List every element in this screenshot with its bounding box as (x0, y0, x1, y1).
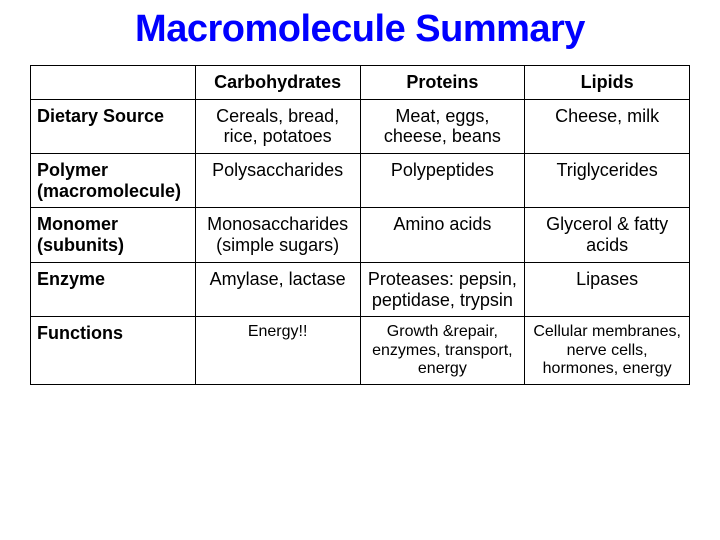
cell: Triglycerides (525, 154, 690, 208)
cell: Energy!! (195, 317, 360, 385)
table-header-row: Carbohydrates Proteins Lipids (31, 66, 690, 100)
cell: Glycerol & fatty acids (525, 208, 690, 262)
cell: Meat, eggs, cheese, beans (360, 99, 525, 153)
corner-cell (31, 66, 196, 100)
row-header-enzyme: Enzyme (31, 262, 196, 316)
macromolecule-table: Carbohydrates Proteins Lipids Dietary So… (30, 65, 690, 385)
cell: Polypeptides (360, 154, 525, 208)
row-header-polymer: Polymer (macromolecule) (31, 154, 196, 208)
cell: Amylase, lactase (195, 262, 360, 316)
cell: Cereals, bread, rice, potatoes (195, 99, 360, 153)
cell: Cellular membranes, nerve cells, hormone… (525, 317, 690, 385)
slide: Macromolecule Summary Carbohydrates Prot… (0, 0, 720, 540)
cell: Cheese, milk (525, 99, 690, 153)
page-title: Macromolecule Summary (30, 8, 690, 51)
table-row: Monomer (subunits) Monosaccharides (simp… (31, 208, 690, 262)
table-row: Dietary Source Cereals, bread, rice, pot… (31, 99, 690, 153)
row-header-dietary-source: Dietary Source (31, 99, 196, 153)
cell: Monosaccharides (simple sugars) (195, 208, 360, 262)
cell: Lipases (525, 262, 690, 316)
col-header-proteins: Proteins (360, 66, 525, 100)
col-header-carbohydrates: Carbohydrates (195, 66, 360, 100)
table-body: Carbohydrates Proteins Lipids Dietary So… (31, 66, 690, 385)
col-header-lipids: Lipids (525, 66, 690, 100)
table-row: Functions Energy!! Growth &repair, enzym… (31, 317, 690, 385)
row-header-functions: Functions (31, 317, 196, 385)
cell: Growth &repair, enzymes, transport, ener… (360, 317, 525, 385)
cell: Proteases: pepsin, peptidase, trypsin (360, 262, 525, 316)
row-header-monomer: Monomer (subunits) (31, 208, 196, 262)
cell: Amino acids (360, 208, 525, 262)
table-row: Enzyme Amylase, lactase Proteases: pepsi… (31, 262, 690, 316)
cell: Polysaccharides (195, 154, 360, 208)
table-row: Polymer (macromolecule) Polysaccharides … (31, 154, 690, 208)
